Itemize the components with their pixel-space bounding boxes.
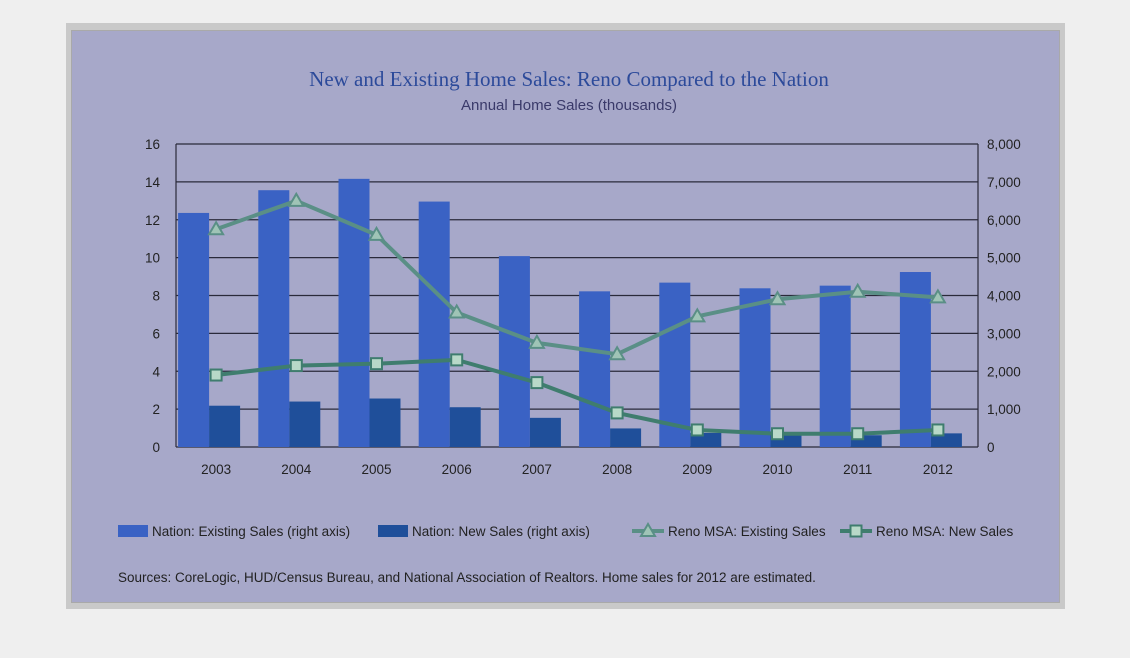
bar <box>178 212 210 447</box>
right-tick-label: 1,000 <box>987 402 1021 417</box>
data-point <box>450 353 464 367</box>
bar <box>739 288 771 447</box>
data-point <box>608 345 626 361</box>
legend-item: Reno MSA: New Sales <box>840 524 1014 539</box>
data-point <box>768 290 787 306</box>
data-point <box>929 288 947 304</box>
legend-swatch <box>378 525 408 537</box>
source-note: Sources: CoreLogic, HUD/Census Bureau, a… <box>118 570 816 585</box>
x-tick-label: 2006 <box>442 462 472 477</box>
x-tick-label: 2003 <box>201 462 231 477</box>
bar <box>850 435 882 447</box>
data-point <box>848 282 867 298</box>
data-point <box>207 220 225 236</box>
data-point <box>931 423 945 437</box>
left-tick-label: 12 <box>145 213 160 228</box>
right-tick-label: 4,000 <box>987 289 1021 304</box>
data-point <box>289 359 303 373</box>
legend-label: Reno MSA: New Sales <box>876 524 1014 539</box>
right-tick-label: 6,000 <box>987 213 1021 228</box>
left-tick-label: 0 <box>152 440 160 455</box>
bar <box>930 433 962 447</box>
bar <box>209 405 241 447</box>
chart-svg: New and Existing Home Sales: Reno Compar… <box>118 67 1021 585</box>
data-point <box>610 406 624 420</box>
x-tick-label: 2005 <box>361 462 391 477</box>
left-tick-label: 4 <box>152 364 160 379</box>
bar <box>899 272 931 447</box>
data-point <box>447 303 466 319</box>
right-tick-label: 8,000 <box>987 137 1021 152</box>
data-point <box>688 307 707 323</box>
right-tick-label: 3,000 <box>987 326 1021 341</box>
left-tick-label: 8 <box>152 289 160 304</box>
legend-item: Reno MSA: Existing Sales <box>632 522 826 539</box>
bar <box>690 432 722 447</box>
chart-title: New and Existing Home Sales: Reno Compar… <box>309 67 829 91</box>
bar <box>418 201 450 447</box>
x-tick-label: 2012 <box>923 462 953 477</box>
x-tick-label: 2007 <box>522 462 552 477</box>
legend-marker <box>849 524 863 538</box>
lines <box>207 191 947 441</box>
bar <box>369 398 401 447</box>
left-tick-label: 16 <box>145 137 160 152</box>
x-tick-label: 2004 <box>281 462 312 477</box>
chart-figure: New and Existing Home Sales: Reno Compar… <box>66 23 1065 609</box>
series-line <box>215 198 939 357</box>
legend-item: Nation: New Sales (right axis) <box>378 524 590 539</box>
right-tick-label: 7,000 <box>987 175 1021 190</box>
bar <box>498 256 530 447</box>
bar <box>819 285 851 447</box>
x-tick-label: 2011 <box>843 462 872 477</box>
data-point <box>367 225 386 241</box>
data-point <box>209 368 223 382</box>
chart-panel: New and Existing Home Sales: Reno Compar… <box>71 30 1060 603</box>
x-tick-label: 2010 <box>762 462 792 477</box>
data-point <box>528 333 546 349</box>
data-point <box>851 427 865 441</box>
bar <box>610 428 642 447</box>
legend-item: Nation: Existing Sales (right axis) <box>118 524 350 539</box>
bar <box>289 401 321 447</box>
bars <box>178 178 962 447</box>
bar <box>659 282 691 447</box>
bar <box>529 417 561 447</box>
right-tick-label: 2,000 <box>987 364 1021 379</box>
data-point <box>370 357 383 371</box>
left-tick-label: 6 <box>152 326 160 341</box>
bar <box>449 407 481 447</box>
data-point <box>690 423 704 437</box>
left-tick-label: 2 <box>152 402 160 417</box>
legend-marker <box>639 522 657 537</box>
data-point <box>771 427 784 441</box>
data-point <box>287 191 306 207</box>
bar <box>258 190 290 447</box>
left-tick-label: 10 <box>145 251 160 266</box>
legend-label: Nation: Existing Sales (right axis) <box>152 524 350 539</box>
right-tick-label: 5,000 <box>987 251 1021 266</box>
legend: Nation: Existing Sales (right axis) Natio… <box>118 522 1014 539</box>
x-tick-label: 2008 <box>602 462 632 477</box>
axes: 0 2 4 6 8 10 12 14 16 0 1,000 2,000 3,000 4,000 5,000 6… <box>145 137 1021 477</box>
chart-subtitle: Annual Home Sales (thousands) <box>461 97 677 114</box>
x-tick-label: 2009 <box>682 462 712 477</box>
series-line <box>215 357 938 436</box>
legend-label: Reno MSA: Existing Sales <box>668 524 826 539</box>
legend-label: Nation: New Sales (right axis) <box>412 524 590 539</box>
bar <box>579 291 611 447</box>
data-point <box>530 376 544 390</box>
right-tick-label: 0 <box>987 440 995 455</box>
legend-swatch <box>118 525 148 537</box>
left-tick-label: 14 <box>145 175 161 190</box>
